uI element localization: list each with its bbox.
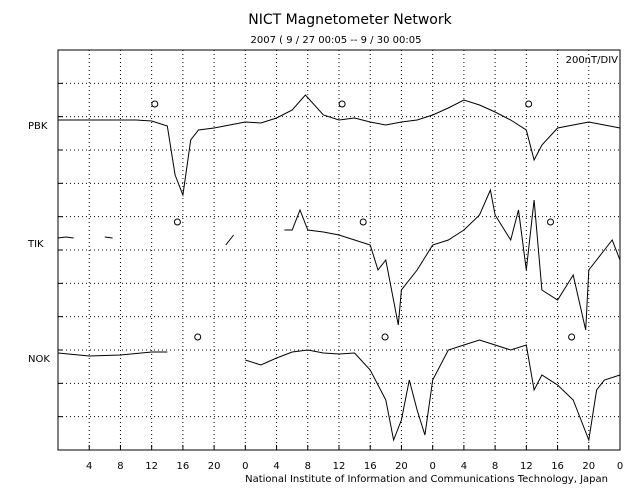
station-label: TIK bbox=[27, 239, 44, 250]
x-tick-label: 16 bbox=[364, 461, 377, 472]
noon-marker bbox=[359, 218, 367, 226]
station-label: NOK bbox=[28, 354, 50, 365]
x-tick-label: 20 bbox=[582, 461, 595, 472]
x-tick-label: 20 bbox=[208, 461, 221, 472]
x-tick-label: 12 bbox=[520, 461, 533, 472]
noon-marker bbox=[525, 100, 533, 108]
footer: National Institute of Information and Co… bbox=[245, 474, 608, 485]
trace bbox=[57, 188, 621, 331]
scale-label: 200nT/DIV bbox=[566, 55, 619, 66]
x-tick-label: 0 bbox=[429, 461, 435, 472]
noon-marker bbox=[338, 100, 346, 108]
noon-marker bbox=[547, 218, 555, 226]
x-tick-label: 8 bbox=[117, 461, 123, 472]
x-tick-label: 4 bbox=[461, 461, 467, 472]
chart-subtitle: 2007 ( 9 / 27 00:05 -- 9 / 30 00:05 bbox=[251, 35, 422, 46]
x-tick-label: 8 bbox=[492, 461, 498, 472]
x-tick-label: 0 bbox=[617, 461, 623, 472]
trace bbox=[58, 94, 621, 197]
station-label: PBK bbox=[28, 121, 48, 132]
x-tick-label: 4 bbox=[86, 461, 92, 472]
x-tick-label: 4 bbox=[273, 461, 279, 472]
x-tick-label: 8 bbox=[305, 461, 311, 472]
x-tick-label: 16 bbox=[551, 461, 564, 472]
x-tick-label: 16 bbox=[177, 461, 190, 472]
chart-title: NICT Magnetometer Network bbox=[248, 12, 452, 28]
noon-marker bbox=[381, 333, 389, 341]
x-tick-label: 0 bbox=[242, 461, 248, 472]
noon-marker bbox=[173, 218, 181, 226]
x-tick-label: 12 bbox=[145, 461, 158, 472]
trace bbox=[57, 339, 621, 442]
noon-marker bbox=[568, 333, 576, 341]
x-tick-label: 20 bbox=[395, 461, 408, 472]
noon-marker bbox=[194, 333, 202, 341]
noon-marker bbox=[151, 100, 159, 108]
x-tick-label: 12 bbox=[333, 461, 346, 472]
